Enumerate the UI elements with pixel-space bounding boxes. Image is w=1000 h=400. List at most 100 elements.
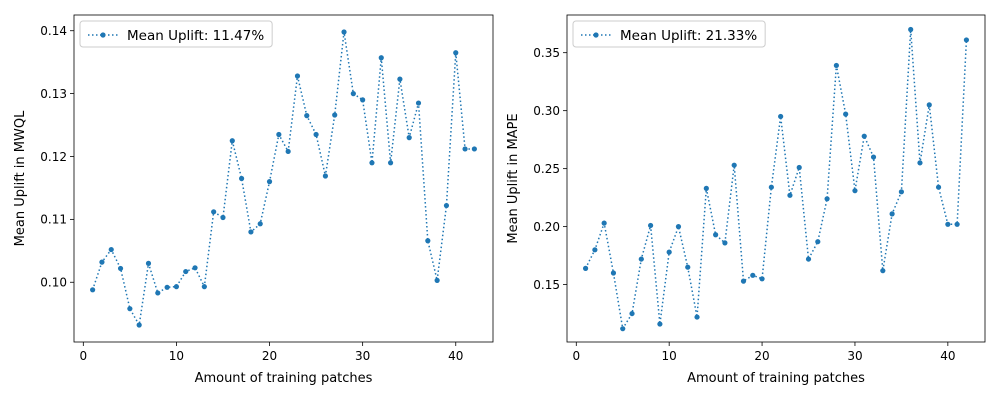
data-point bbox=[406, 135, 412, 141]
x-tick-label: 30 bbox=[847, 349, 862, 363]
y-tick-label: 0.11 bbox=[40, 213, 67, 227]
data-point bbox=[471, 146, 477, 152]
data-point bbox=[332, 112, 338, 118]
data-point bbox=[415, 100, 422, 106]
data-point bbox=[378, 55, 384, 61]
data-point bbox=[713, 232, 719, 238]
data-point bbox=[638, 256, 644, 262]
data-point bbox=[731, 162, 737, 168]
y-tick-label: 0.35 bbox=[533, 46, 560, 60]
data-point bbox=[582, 265, 589, 271]
data-point bbox=[220, 214, 226, 221]
data-point bbox=[768, 184, 774, 190]
data-point bbox=[610, 270, 617, 276]
data-point bbox=[889, 211, 895, 217]
data-point bbox=[341, 29, 347, 35]
y-tick-label: 0.15 bbox=[533, 278, 560, 292]
y-tick-label: 0.14 bbox=[40, 24, 67, 38]
data-point bbox=[453, 50, 459, 56]
data-point bbox=[145, 260, 152, 266]
axes-frame bbox=[73, 14, 494, 343]
legend: Mean Uplift: 11.47% bbox=[79, 20, 273, 48]
data-point bbox=[155, 290, 161, 296]
data-point bbox=[276, 131, 282, 138]
y-tick-label: 0.20 bbox=[533, 220, 560, 234]
data-point bbox=[787, 192, 793, 198]
data-point bbox=[648, 222, 654, 229]
data-point bbox=[239, 175, 245, 182]
data-point bbox=[304, 113, 310, 119]
data-point bbox=[778, 113, 784, 120]
x-tick-label: 10 bbox=[662, 349, 677, 363]
data-point bbox=[852, 188, 858, 194]
data-point bbox=[285, 148, 291, 155]
data-point bbox=[248, 229, 254, 235]
data-point bbox=[740, 278, 747, 284]
legend-marker bbox=[593, 32, 599, 38]
data-point bbox=[322, 173, 328, 179]
data-point bbox=[443, 202, 450, 209]
x-tick-label: 0 bbox=[572, 349, 580, 363]
data-point bbox=[722, 240, 728, 246]
data-point bbox=[675, 224, 682, 230]
data-point bbox=[360, 97, 366, 103]
data-point bbox=[173, 284, 180, 290]
x-tick-label: 40 bbox=[940, 349, 955, 363]
y-tick-label: 0.10 bbox=[40, 276, 67, 290]
data-point bbox=[201, 284, 207, 290]
data-point bbox=[257, 221, 263, 227]
data-point bbox=[620, 326, 626, 332]
x-tick-label: 30 bbox=[355, 349, 370, 363]
data-point bbox=[592, 247, 598, 253]
data-point bbox=[815, 239, 821, 245]
data-point bbox=[926, 102, 932, 108]
chart-panel-right: 0 10 20 30 40 0.15 0.20 0.25 0.30 0.35 Amount of t… bbox=[506, 14, 986, 386]
x-tick-label: 0 bbox=[79, 349, 87, 363]
data-point bbox=[805, 256, 812, 262]
x-axis-label: Amount of training patches bbox=[687, 371, 865, 386]
data-point bbox=[935, 184, 942, 190]
data-point bbox=[434, 277, 440, 283]
axes-frame bbox=[566, 14, 986, 343]
data-point bbox=[313, 131, 319, 138]
chart-panel-left: 0 10 20 30 40 0.10 0.11 0.12 0.13 0.14 Amount of t… bbox=[13, 14, 494, 386]
data-point bbox=[880, 268, 886, 274]
data-point bbox=[870, 154, 877, 160]
data-point bbox=[601, 220, 607, 226]
y-tick-label: 0.30 bbox=[533, 104, 560, 118]
data-point bbox=[369, 160, 375, 166]
data-point bbox=[861, 133, 867, 139]
data-point bbox=[963, 37, 970, 43]
legend-label: Mean Uplift: 11.47% bbox=[127, 28, 264, 44]
y-axis-label: Mean Uplift in MAPE bbox=[506, 113, 521, 243]
x-axis-label: Amount of training patches bbox=[195, 371, 373, 386]
data-point bbox=[694, 314, 700, 320]
data-point bbox=[685, 264, 691, 270]
legend: Mean Uplift: 21.33% bbox=[572, 20, 766, 48]
data-point bbox=[945, 221, 951, 227]
data-point bbox=[462, 146, 468, 152]
y-tick-label: 0.25 bbox=[533, 162, 560, 176]
data-point bbox=[898, 189, 905, 195]
x-tick-label: 20 bbox=[262, 349, 277, 363]
data-point bbox=[759, 276, 765, 282]
data-point bbox=[229, 138, 235, 144]
data-point bbox=[350, 91, 356, 97]
data-point bbox=[750, 272, 756, 278]
y-tick-label: 0.13 bbox=[40, 87, 67, 101]
data-point bbox=[397, 76, 403, 82]
data-point bbox=[425, 238, 431, 244]
legend-box bbox=[79, 20, 273, 48]
data-point bbox=[99, 259, 105, 265]
data-point bbox=[833, 62, 839, 69]
data-point bbox=[657, 321, 663, 327]
data-point bbox=[387, 160, 394, 166]
data-point bbox=[666, 249, 672, 255]
data-point bbox=[908, 26, 914, 33]
series-line bbox=[584, 29, 968, 331]
y-tick-label: 0.12 bbox=[40, 150, 67, 164]
data-point bbox=[90, 287, 96, 293]
y-axis-label: Mean Uplift in MWQL bbox=[13, 110, 28, 246]
data-point bbox=[824, 196, 830, 202]
